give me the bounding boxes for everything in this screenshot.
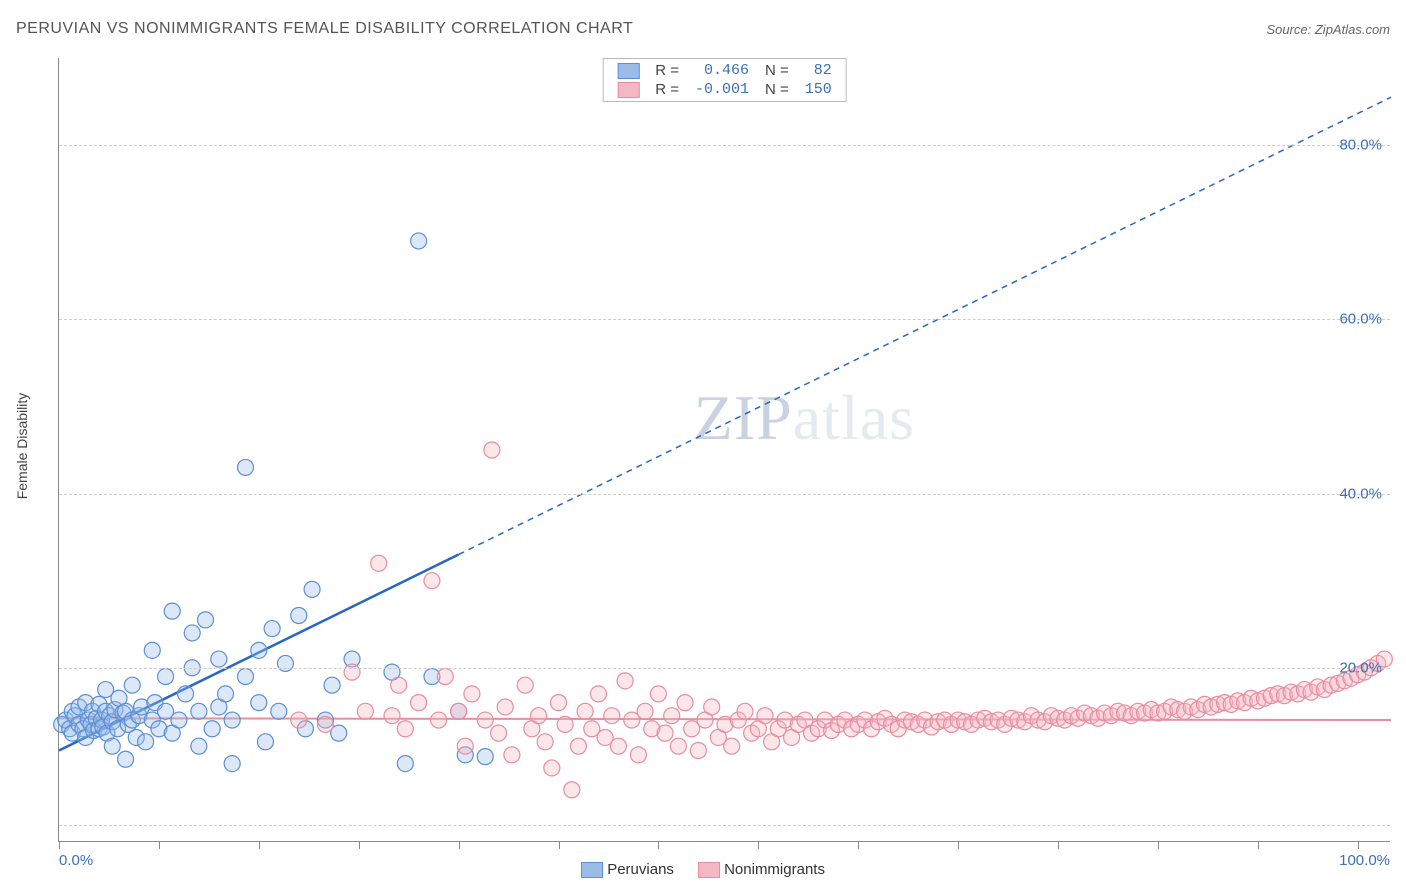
series-swatch (698, 862, 720, 878)
chart-title: PERUVIAN VS NONIMMIGRANTS FEMALE DISABIL… (16, 20, 633, 38)
x-tick (559, 841, 560, 849)
y-tick-label: 80.0% (1339, 137, 1382, 154)
x-tick (958, 841, 959, 849)
x-tick (59, 841, 60, 849)
legend-item: Peruvians (581, 861, 674, 878)
y-axis-label: Female Disability (14, 393, 30, 500)
stats-legend: R =0.466N =82R =-0.001N =150 (602, 58, 847, 102)
x-tick (1058, 841, 1059, 849)
series-swatch (617, 82, 639, 98)
gridline (59, 825, 1390, 826)
x-tick (1158, 841, 1159, 849)
x-tick (1358, 841, 1359, 849)
y-tick-label: 40.0% (1339, 485, 1382, 502)
stats-row: R =0.466N =82 (609, 61, 840, 80)
source-label: Source: ZipAtlas.com (1266, 22, 1390, 37)
x-tick-label: 100.0% (1339, 852, 1390, 869)
gridline (59, 494, 1390, 495)
gridline (59, 319, 1390, 320)
x-tick (658, 841, 659, 849)
x-tick (259, 841, 260, 849)
legend-item: Nonimmigrants (698, 861, 825, 878)
x-tick (1258, 841, 1259, 849)
y-tick-label: 20.0% (1339, 659, 1382, 676)
x-tick (159, 841, 160, 849)
stats-row: R =-0.001N =150 (609, 80, 840, 99)
series-swatch (581, 862, 603, 878)
series-legend: Peruvians Nonimmigrants (569, 861, 837, 878)
x-tick (459, 841, 460, 849)
x-tick (858, 841, 859, 849)
plot-area: ZIPatlas R =0.466N =82R =-0.001N =150 20… (58, 58, 1390, 842)
y-tick-label: 60.0% (1339, 311, 1382, 328)
series-swatch (617, 63, 639, 79)
gridline (59, 668, 1390, 669)
scatter-svg (59, 58, 1390, 841)
x-tick-label: 0.0% (59, 852, 93, 869)
x-tick (359, 841, 360, 849)
gridline (59, 145, 1390, 146)
x-tick (758, 841, 759, 849)
